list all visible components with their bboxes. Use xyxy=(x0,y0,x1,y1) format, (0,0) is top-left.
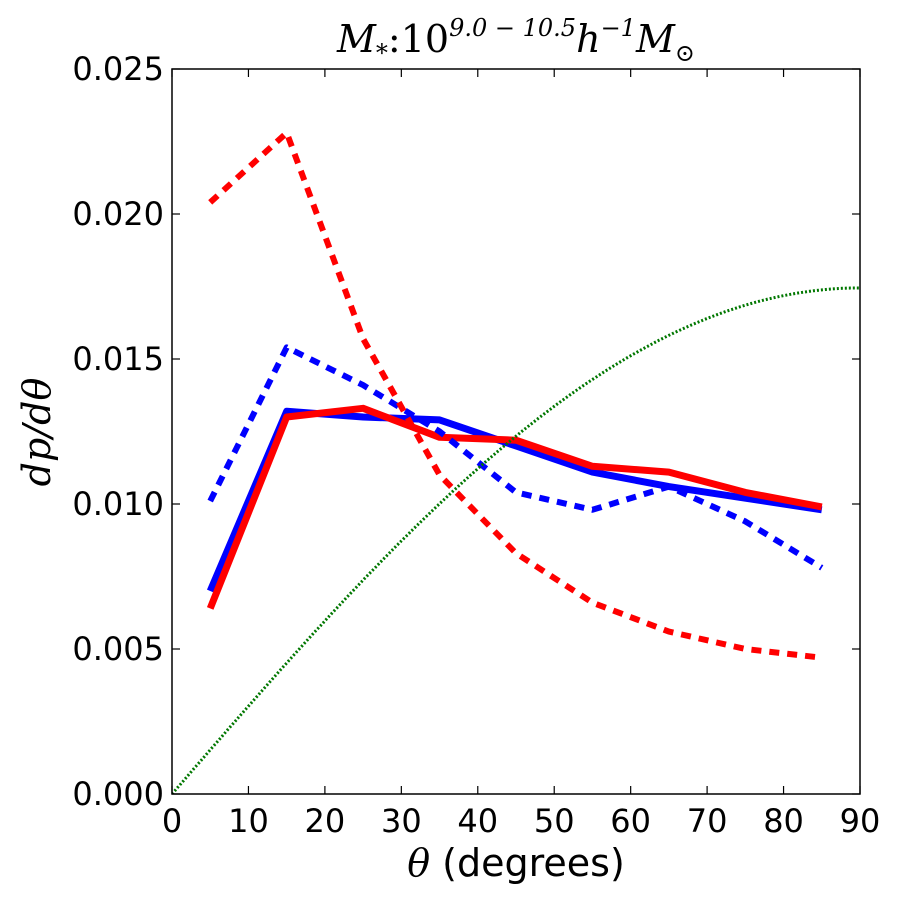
series-layer xyxy=(172,129,860,794)
series-line-red-dashed xyxy=(208,129,823,661)
x-tick-label: 50 xyxy=(534,802,575,840)
series-line-red-solid xyxy=(206,404,823,610)
title-m-symbol: M xyxy=(336,17,377,61)
title-h: h xyxy=(576,17,600,61)
x-axis-units: (degrees) xyxy=(430,841,625,885)
y-axis: 0.000 0.005 0.010 0.015 0.020 0.025 xyxy=(72,50,860,813)
x-axis-symbol: θ xyxy=(407,841,430,885)
y-tick-label: 0.020 xyxy=(72,195,164,233)
x-tick-label: 60 xyxy=(610,802,651,840)
title-sun-subscript: ⊙ xyxy=(675,39,695,67)
x-tick-label: 40 xyxy=(457,802,498,840)
plot-frame xyxy=(171,68,861,795)
x-tick-label: 20 xyxy=(305,802,346,840)
title-colon: : xyxy=(388,17,401,61)
y-tick-label: 0.025 xyxy=(72,50,164,88)
x-tick-label: 30 xyxy=(381,802,422,840)
x-tick-label: 90 xyxy=(840,802,881,840)
x-axis-label: θ (degrees) xyxy=(407,841,625,885)
series-line-blue-dashed xyxy=(207,344,824,571)
y-tick-label: 0.000 xyxy=(72,775,164,813)
y-tick-label: 0.005 xyxy=(72,630,164,668)
x-axis: 0 10 20 30 40 50 60 70 80 90 xyxy=(162,69,881,840)
x-tick-label: 80 xyxy=(763,802,804,840)
x-tick-label: 70 xyxy=(687,802,728,840)
title-m-sun: M xyxy=(635,17,676,61)
chart-title: M*:109.0 − 10.5h−1M⊙ xyxy=(336,14,695,67)
y-tick-label: 0.010 xyxy=(72,485,164,523)
series-line-green-dotted-sine xyxy=(172,286,860,794)
x-tick-label: 0 xyxy=(162,802,182,840)
title-base: 10 xyxy=(401,17,449,61)
y-tick-label: 0.015 xyxy=(72,340,164,378)
x-tick-label: 10 xyxy=(228,802,269,840)
title-exponent: 9.0 − 10.5 xyxy=(449,14,576,42)
y-axis-label: dp/dθ xyxy=(15,378,59,487)
title-h-exponent: −1 xyxy=(601,14,636,42)
title-m-subscript: * xyxy=(376,39,388,67)
